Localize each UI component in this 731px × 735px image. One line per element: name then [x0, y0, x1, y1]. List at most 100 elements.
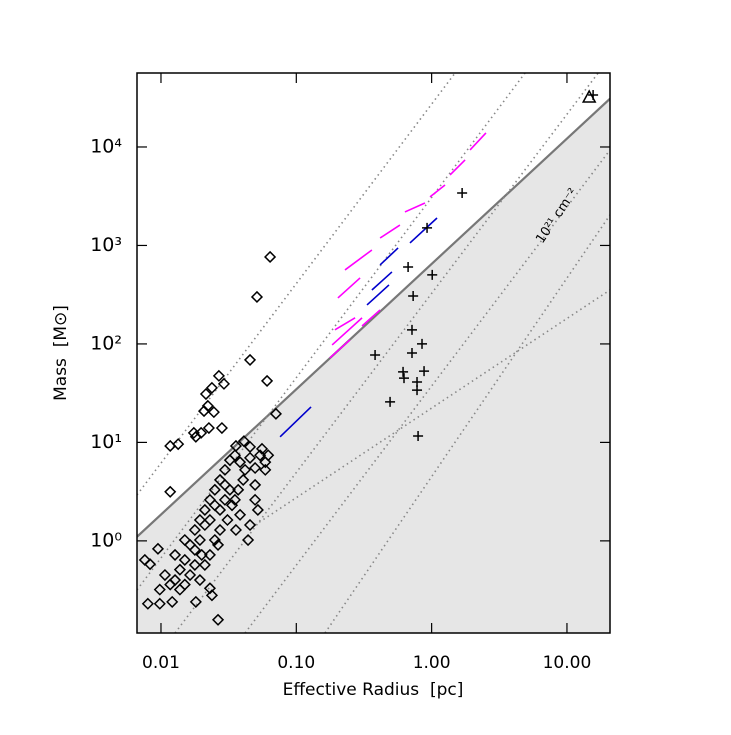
plot-frame: [136, 72, 611, 634]
segment: [366, 284, 390, 306]
plus-point: [403, 261, 414, 272]
diamond-point: [173, 563, 186, 576]
diamond-point: [164, 485, 177, 498]
diamond-point: [262, 449, 275, 462]
dotted-line: [174, 73, 599, 633]
solid-line: [137, 97, 610, 538]
diamond-point: [195, 548, 208, 561]
diamond-point: [208, 533, 221, 547]
diamond-point: [211, 538, 225, 551]
diamond-point: [172, 438, 185, 451]
shaded-region: [137, 98, 610, 633]
segment: [331, 317, 363, 346]
diamond-point: [249, 493, 262, 506]
diamond-point: [233, 508, 247, 521]
segment: [361, 309, 381, 327]
diamond-point: [153, 597, 166, 610]
diamond-point: [202, 421, 215, 435]
diamond-point: [243, 353, 257, 366]
diamond-point: [264, 250, 277, 264]
segment: [334, 317, 356, 331]
diamond-point: [193, 574, 206, 587]
diamond-point: [207, 406, 220, 419]
x-tick-label: 0.10: [277, 653, 315, 673]
plus-point: [419, 366, 430, 377]
plus-point: [406, 347, 417, 358]
segment: [379, 224, 401, 239]
diamond-point: [205, 589, 218, 602]
diamond-point: [178, 553, 191, 567]
x-tick-label: 0.01: [142, 653, 180, 673]
diamond-point: [153, 583, 166, 596]
diamond-point: [269, 407, 282, 420]
diamond-point: [228, 449, 241, 462]
plus-point: [406, 324, 417, 335]
diamond-point: [237, 473, 250, 486]
diamond-point: [164, 578, 177, 591]
segment: [329, 339, 351, 359]
diamond-point: [138, 553, 151, 567]
diamond-point: [189, 595, 202, 608]
plus-point: [427, 269, 438, 280]
diamond-point: [188, 558, 201, 571]
diamond-point: [203, 548, 216, 561]
diamond-point: [203, 513, 216, 527]
diamond-point: [166, 595, 179, 608]
triangle-point: [581, 89, 597, 103]
diamond-point: [213, 503, 227, 517]
plus-point: [370, 349, 381, 360]
diamond-point: [255, 442, 269, 455]
y-tick-label: 10⁴: [90, 135, 122, 157]
diamond-point: [259, 463, 272, 476]
y-axis-label: Mass [M⊙]: [51, 305, 71, 401]
segment: [404, 202, 426, 213]
diamond-point: [183, 568, 197, 582]
diamond-point: [243, 518, 257, 532]
segment: [449, 159, 466, 176]
x-tick-label: 10.00: [543, 653, 592, 673]
diamond-point: [173, 583, 186, 596]
diamond-point: [249, 461, 262, 475]
plus-point: [422, 222, 433, 233]
diamond-point: [218, 463, 232, 476]
diamond-point: [250, 290, 264, 304]
diamond-point: [238, 463, 252, 476]
dotted-line: [137, 73, 456, 496]
diamond-point: [251, 503, 264, 517]
diamond-point: [199, 387, 213, 401]
diamond-point: [151, 542, 165, 555]
diamond-point: [178, 533, 191, 547]
plus-point: [398, 366, 409, 377]
diamond-point: [198, 503, 211, 517]
segment: [337, 277, 361, 299]
diamond-point: [141, 597, 154, 610]
plus-point: [412, 385, 423, 396]
diamond-point: [215, 421, 228, 435]
diamond-point: [198, 558, 211, 571]
plus-point: [408, 290, 419, 301]
diamond-point: [203, 582, 216, 595]
diamond-point: [213, 523, 227, 537]
diamond-point: [232, 483, 245, 496]
segment: [409, 217, 438, 244]
diamond-point: [217, 377, 231, 390]
diamond-point: [221, 513, 234, 527]
segment: [379, 247, 399, 266]
plus-point: [417, 338, 428, 349]
y-tick-label: 10¹: [90, 431, 122, 453]
diamond-point: [249, 478, 262, 491]
segment: [344, 249, 373, 271]
segment: [429, 184, 446, 198]
plus-point: [399, 373, 410, 384]
plus-point: [385, 396, 396, 407]
segment: [371, 271, 393, 291]
plus-point: [413, 431, 424, 442]
segment: [279, 406, 312, 438]
diamond-point: [158, 568, 172, 582]
diamond-point: [229, 523, 242, 537]
plot-area: [137, 73, 610, 633]
diamond-point: [225, 499, 239, 512]
diamond-point: [195, 426, 208, 439]
diamond-point: [212, 369, 225, 382]
